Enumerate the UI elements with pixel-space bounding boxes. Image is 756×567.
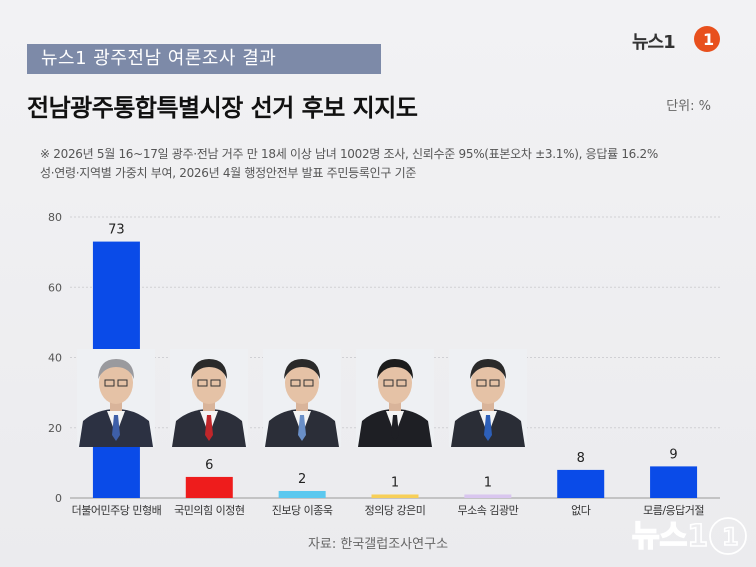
news1-watermark-icon: 뉴스1 1: [631, 517, 747, 555]
logo-text: 뉴스1: [632, 32, 676, 53]
bar-value-label: 73: [108, 223, 125, 238]
bar: [464, 494, 512, 498]
category-label: 모름/응답거절: [643, 504, 704, 517]
bar-value-label: 8: [577, 451, 585, 466]
survey-note: ※ 2026년 5월 16~17일 광주·전남 거주 만 18세 이상 남녀 1…: [40, 145, 730, 183]
bar: [557, 469, 605, 498]
svg-text:1: 1: [722, 523, 739, 551]
photo-kim-gwangman: [448, 349, 527, 447]
bar: [278, 490, 326, 498]
bar-value-label: 1: [391, 475, 399, 490]
category-label: 진보당 이종욱: [272, 504, 333, 517]
bar: [650, 466, 698, 498]
y-tick-label: 40: [48, 352, 62, 365]
y-tick-label: 0: [55, 492, 62, 505]
photo-kang-eunmi: [356, 349, 434, 447]
news1-logo: 뉴스1 1: [632, 24, 724, 56]
logo-mark-icon: 1: [694, 26, 720, 52]
category-label: 정의당 강은미: [365, 504, 426, 517]
note-line-1: ※ 2026년 5월 16~17일 광주·전남 거주 만 18세 이상 남녀 1…: [40, 147, 658, 161]
photo-lee-junghyun: [170, 349, 249, 447]
photo-min-hyeongbae: [77, 349, 156, 447]
bar: [185, 476, 233, 498]
bar: [371, 494, 419, 498]
svg-text:1: 1: [703, 30, 714, 49]
bar-value-label: 1: [484, 475, 492, 490]
category-label: 무소속 김광만: [457, 504, 518, 517]
category-label: 없다: [571, 504, 591, 517]
bar-value-label: 2: [298, 472, 306, 487]
category-label: 국민의힘 이정현: [174, 504, 244, 517]
bar-value-label: 6: [205, 458, 213, 473]
y-tick-label: 80: [48, 211, 62, 224]
note-line-2: 성·연령·지역별 가중치 부여, 2026년 4월 행정안전부 발표 주민등록인…: [40, 166, 417, 180]
y-tick-label: 20: [48, 422, 62, 435]
unit-label: 단위: %: [666, 99, 711, 114]
watermark-text: 뉴스1: [632, 519, 708, 554]
y-tick-label: 60: [48, 281, 62, 294]
category-label: 더불어민주당 민형배: [72, 504, 162, 517]
bar-value-label: 9: [669, 447, 677, 462]
chart-title: 전남광주통합특별시장 선거 후보 지지도: [27, 94, 418, 122]
source-label: 자료: 한국갤럽조사연구소: [307, 537, 449, 552]
photo-lee-jongwook: [263, 349, 342, 447]
survey-tag: 뉴스1 광주전남 여론조사 결과: [27, 44, 381, 74]
